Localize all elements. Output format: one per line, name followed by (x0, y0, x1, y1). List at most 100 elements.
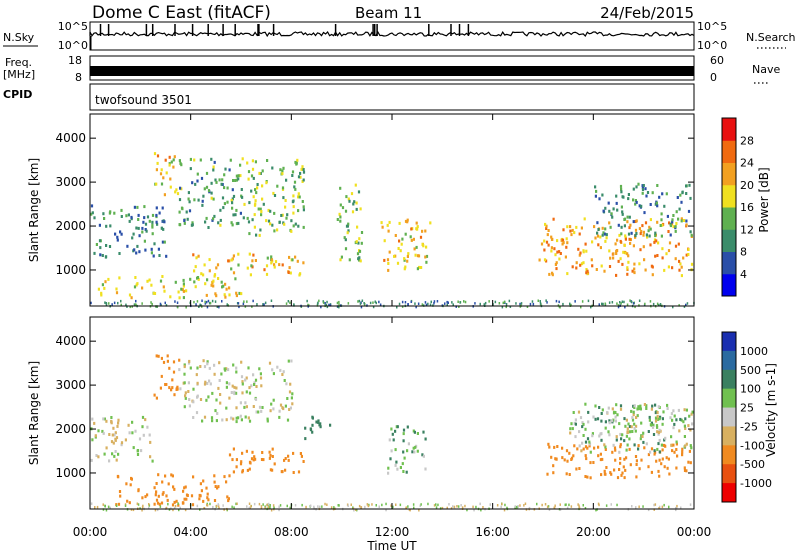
range-gate-cell (584, 454, 587, 458)
range-gate-cell (150, 301, 152, 304)
range-gate-cell (266, 417, 269, 421)
range-gate-cell (199, 508, 201, 511)
range-gate-cell (446, 300, 448, 304)
range-gate-cell (548, 272, 551, 276)
range-gate-cell (208, 269, 211, 273)
range-gate-cell (273, 194, 277, 197)
colorbar-tick-label: 16 (740, 201, 754, 214)
range-gate-cell (391, 432, 394, 436)
range-gate-cell (185, 497, 188, 501)
range-gate-cell (197, 254, 200, 258)
range-gate-cell (184, 485, 187, 489)
range-gate-cell (103, 452, 106, 456)
range-gate-cell (609, 256, 612, 260)
range-gate-cell (581, 300, 584, 303)
beam-label: Beam 11 (355, 4, 422, 22)
range-gate-cell (302, 168, 305, 171)
range-gate-cell (509, 305, 512, 308)
range-gate-cell (217, 503, 219, 506)
range-gate-cell (661, 448, 664, 452)
range-gate-cell (190, 494, 194, 498)
range-gate-cell (291, 174, 294, 177)
range-gate-cell (661, 505, 664, 509)
range-gate-cell (399, 503, 402, 507)
range-gate-cell (267, 505, 270, 509)
range-gate-cell (222, 284, 225, 288)
range-gate-cell (282, 166, 285, 170)
range-gate-cell (205, 293, 208, 297)
range-gate-cell (644, 268, 647, 272)
range-gate-cell (656, 302, 659, 306)
range-gate-cell (637, 444, 640, 448)
range-gate-cell (259, 372, 262, 376)
range-gate-cell (246, 161, 249, 165)
range-gate-cell (141, 226, 144, 230)
range-gate-cell (240, 188, 243, 191)
range-gate-cell (634, 234, 637, 238)
range-gate-cell (421, 303, 424, 306)
range-gate-cell (279, 403, 283, 407)
range-gate-cell (669, 416, 672, 420)
range-gate-cell (584, 242, 587, 246)
range-gate-cell (131, 236, 134, 240)
range-gate-cell (114, 438, 117, 442)
range-gate-cell (172, 370, 176, 374)
range-gate-cell (669, 233, 672, 237)
range-gate-cell (249, 506, 251, 510)
range-gate-cell (586, 272, 589, 276)
range-gate-cell (193, 158, 196, 162)
range-gate-cell (302, 261, 305, 265)
range-gate-cell (607, 430, 610, 434)
range-gate-cell (279, 168, 282, 172)
colorbar-tick-label: -500 (740, 458, 765, 471)
range-gate-cell (97, 455, 100, 459)
range-gate-cell (416, 254, 420, 258)
range-gate-cell (212, 505, 214, 509)
range-gate-cell (620, 473, 623, 477)
range-gate-cell (173, 506, 176, 510)
range-gate-cell (333, 506, 335, 509)
range-gate-cell (250, 189, 253, 193)
range-gate-cell (582, 504, 584, 507)
range-gate-cell (297, 192, 300, 196)
range-gate-cell (276, 365, 279, 369)
range-gate-cell (140, 449, 143, 453)
range-gate-cell (578, 506, 581, 510)
range-gate-cell (141, 496, 144, 500)
range-gate-cell (284, 468, 287, 472)
range-gate-cell (593, 446, 596, 450)
range-gate-cell (627, 197, 630, 201)
range-gate-cell (118, 276, 121, 280)
range-gate-cell (302, 225, 305, 229)
range-gate-cell (326, 300, 328, 304)
range-gate-cell (193, 269, 196, 273)
range-gate-cell (599, 246, 602, 250)
range-gate-cell (291, 258, 294, 262)
range-gate-cell (416, 432, 419, 435)
range-gate-cell (591, 434, 594, 438)
range-gate-cell (683, 305, 686, 308)
range-gate-cell (433, 300, 436, 303)
range-gate-cell (221, 183, 224, 186)
range-gate-cell (515, 505, 518, 509)
range-gate-cell (625, 448, 628, 452)
range-gate-cell (604, 472, 607, 476)
range-gate-cell (514, 505, 516, 508)
range-gate-cell (680, 274, 683, 278)
range-gate-cell (456, 505, 458, 508)
range-gate-cell (390, 427, 393, 431)
range-gate-cell (263, 268, 266, 272)
range-gate-cell (330, 506, 333, 509)
range-gate-cell (635, 459, 638, 463)
range-gate-cell (266, 503, 268, 507)
range-gate-cell (101, 429, 104, 433)
range-gate-cell (113, 454, 116, 458)
range-gate-cell (632, 187, 635, 191)
range-gate-cell (489, 503, 491, 506)
range-gate-cell (359, 207, 362, 211)
range-gate-cell (131, 420, 134, 424)
range-gate-cell (148, 503, 150, 506)
range-gate-cell (202, 359, 205, 363)
range-gate-cell (176, 385, 179, 389)
range-gate-cell (220, 182, 223, 186)
